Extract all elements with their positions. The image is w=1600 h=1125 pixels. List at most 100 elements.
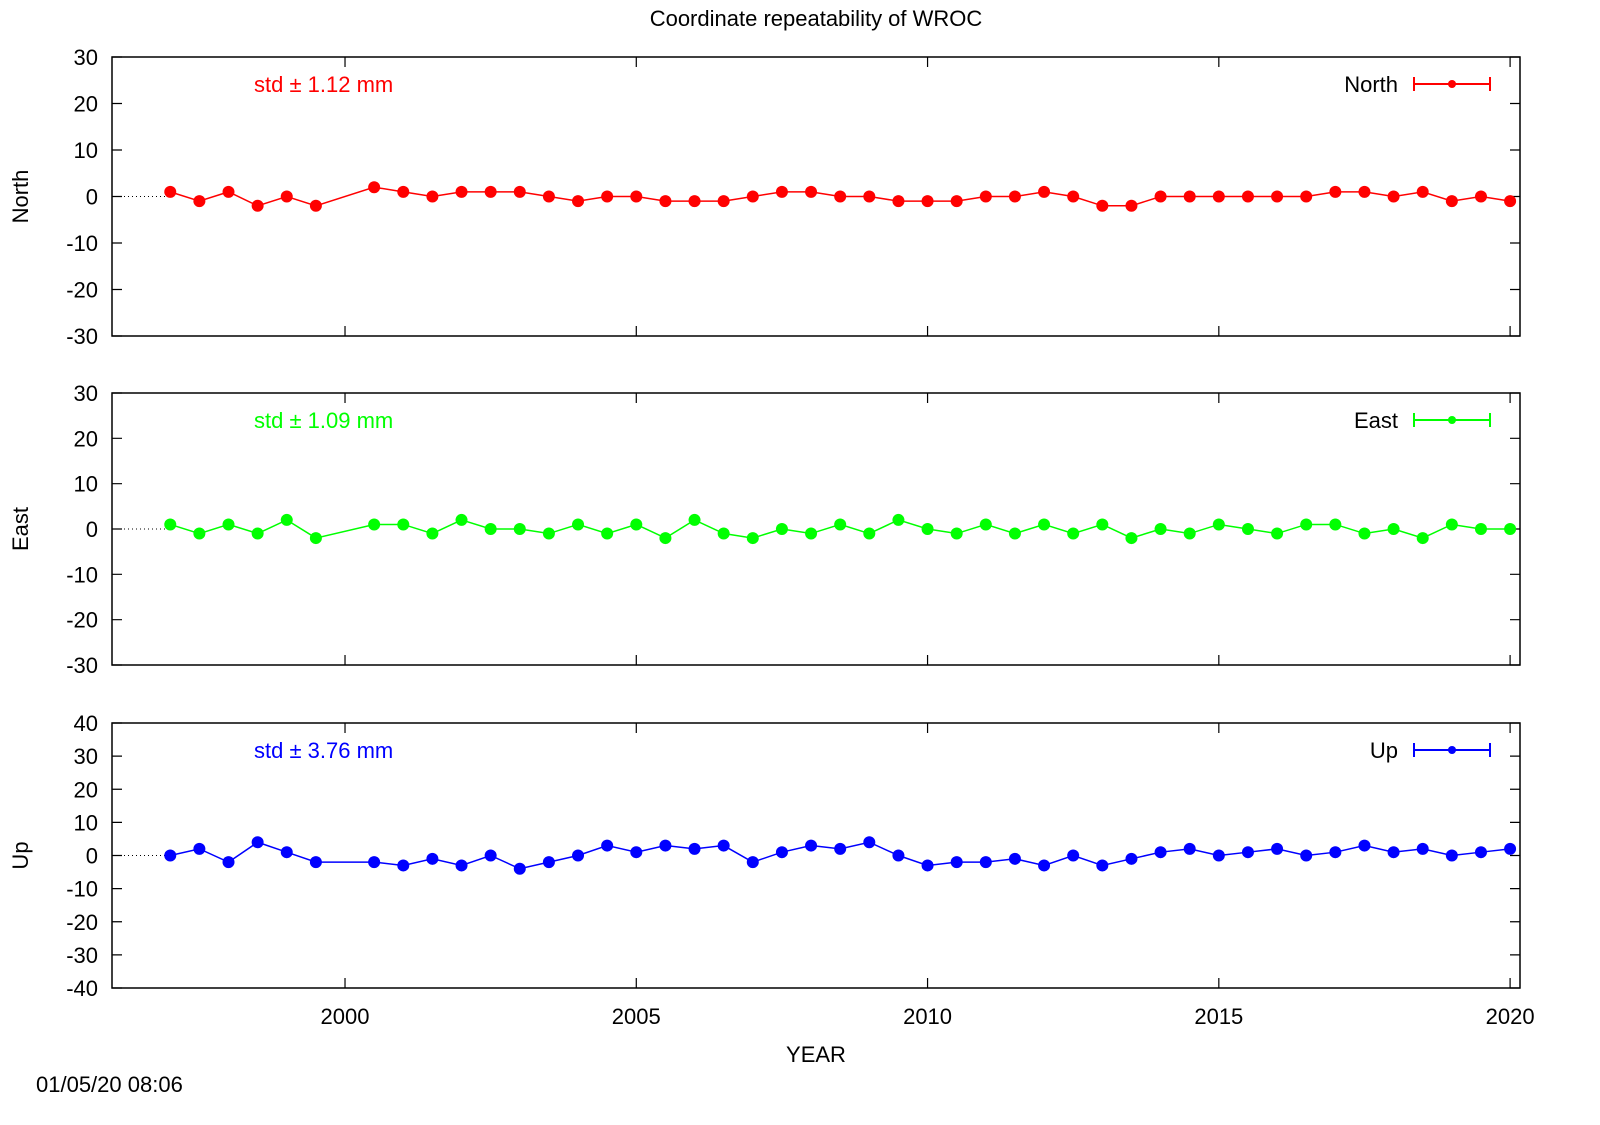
data-point xyxy=(1445,195,1458,208)
data-point xyxy=(280,846,293,859)
data-point xyxy=(397,859,410,872)
data-point xyxy=(863,836,876,849)
timestamp: 01/05/20 08:06 xyxy=(36,1072,183,1097)
data-point xyxy=(805,527,818,540)
data-point xyxy=(921,195,934,208)
data-point xyxy=(601,190,614,203)
data-point xyxy=(1300,849,1313,862)
data-point xyxy=(805,839,818,852)
y-tick-label: 0 xyxy=(86,517,98,542)
x-tick-label: 2015 xyxy=(1194,1004,1243,1029)
data-point xyxy=(979,856,992,869)
y-tick-label: 20 xyxy=(74,777,98,802)
x-tick-label: 2005 xyxy=(612,1004,661,1029)
y-tick-label: -10 xyxy=(66,562,98,587)
data-point xyxy=(1358,839,1371,852)
data-point xyxy=(484,523,497,535)
data-point xyxy=(1358,185,1371,198)
y-tick-label: -40 xyxy=(66,976,98,1001)
data-point xyxy=(1387,523,1400,535)
data-point xyxy=(542,190,555,203)
data-point xyxy=(1008,527,1021,540)
data-point xyxy=(193,195,206,208)
data-point xyxy=(834,190,847,203)
y-tick-label: -20 xyxy=(66,910,98,935)
y-tick-label: 30 xyxy=(74,744,98,769)
data-point xyxy=(222,185,235,198)
data-point xyxy=(1038,859,1051,872)
data-point xyxy=(164,518,177,531)
data-point xyxy=(455,859,468,872)
data-point xyxy=(1067,849,1080,862)
y-tick-label: -20 xyxy=(66,608,98,633)
data-point xyxy=(688,513,701,526)
data-point xyxy=(1387,190,1400,203)
data-point xyxy=(309,856,322,869)
data-point xyxy=(921,859,934,872)
data-point xyxy=(222,518,235,531)
data-point xyxy=(513,185,526,198)
data-point xyxy=(222,856,235,869)
data-point xyxy=(1154,523,1167,535)
data-point xyxy=(484,849,497,862)
data-point xyxy=(309,199,322,212)
data-point xyxy=(1504,842,1517,855)
data-point xyxy=(834,518,847,531)
data-point xyxy=(572,518,585,531)
data-point xyxy=(280,190,293,203)
y-tick-label: 30 xyxy=(74,381,98,406)
legend-marker xyxy=(1448,80,1456,88)
data-point xyxy=(1183,527,1196,540)
data-point xyxy=(892,849,905,862)
y-tick-label: 20 xyxy=(74,426,98,451)
y-tick-label: 20 xyxy=(74,92,98,117)
data-point xyxy=(1474,190,1487,203)
data-point xyxy=(1125,532,1138,545)
data-point xyxy=(775,846,788,859)
data-point xyxy=(979,190,992,203)
legend-marker xyxy=(1448,416,1456,424)
data-point xyxy=(892,513,905,526)
y-axis-label: East xyxy=(8,507,33,551)
data-point xyxy=(1329,185,1342,198)
y-tick-label: -30 xyxy=(66,943,98,968)
x-axis-label: YEAR xyxy=(786,1042,846,1067)
data-point xyxy=(921,523,934,535)
data-point xyxy=(1445,849,1458,862)
data-point xyxy=(950,856,963,869)
data-point xyxy=(1241,523,1254,535)
data-point xyxy=(368,518,381,531)
data-point xyxy=(1300,518,1313,531)
data-point xyxy=(426,190,439,203)
data-point xyxy=(688,195,701,208)
data-point xyxy=(659,839,672,852)
data-point xyxy=(1008,190,1021,203)
data-point xyxy=(805,185,818,198)
data-point xyxy=(164,849,177,862)
data-point xyxy=(164,185,177,198)
data-point xyxy=(1038,518,1051,531)
annotation: std ± 1.09 mm xyxy=(254,408,393,433)
data-point xyxy=(1096,518,1109,531)
data-point xyxy=(1212,518,1225,531)
y-tick-label: 10 xyxy=(74,472,98,497)
y-axis-label: North xyxy=(8,170,33,224)
data-point xyxy=(1212,849,1225,862)
legend-marker xyxy=(1448,746,1456,754)
y-tick-label: -10 xyxy=(66,877,98,902)
data-point xyxy=(455,185,468,198)
data-point xyxy=(630,190,643,203)
data-point xyxy=(775,185,788,198)
data-point xyxy=(1445,518,1458,531)
data-point xyxy=(1416,185,1429,198)
data-point xyxy=(193,527,206,540)
data-point xyxy=(950,527,963,540)
series-line xyxy=(170,841,1511,870)
data-point xyxy=(1358,527,1371,540)
legend-label: North xyxy=(1344,72,1398,97)
data-point xyxy=(397,518,410,531)
data-point xyxy=(1154,846,1167,859)
data-point xyxy=(1329,846,1342,859)
data-point xyxy=(1271,527,1284,540)
